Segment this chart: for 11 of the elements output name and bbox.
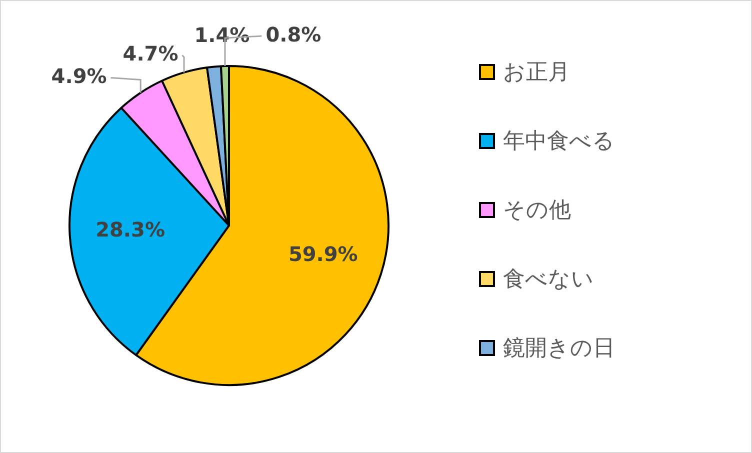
legend-label: お正月 xyxy=(503,59,570,87)
data-label: 0.8% xyxy=(266,22,322,46)
data-label: 28.3% xyxy=(96,218,165,242)
legend-label: 年中食べる xyxy=(503,128,615,156)
legend-label: 鏡開きの日 xyxy=(503,335,615,363)
data-label: 4.9% xyxy=(51,64,107,88)
legend-label: その他 xyxy=(503,197,571,225)
legend-label: 食べない xyxy=(503,266,594,294)
data-label: 59.9% xyxy=(288,242,358,266)
data-label: 1.4% xyxy=(194,23,250,48)
data-label: 4.7% xyxy=(122,41,178,66)
